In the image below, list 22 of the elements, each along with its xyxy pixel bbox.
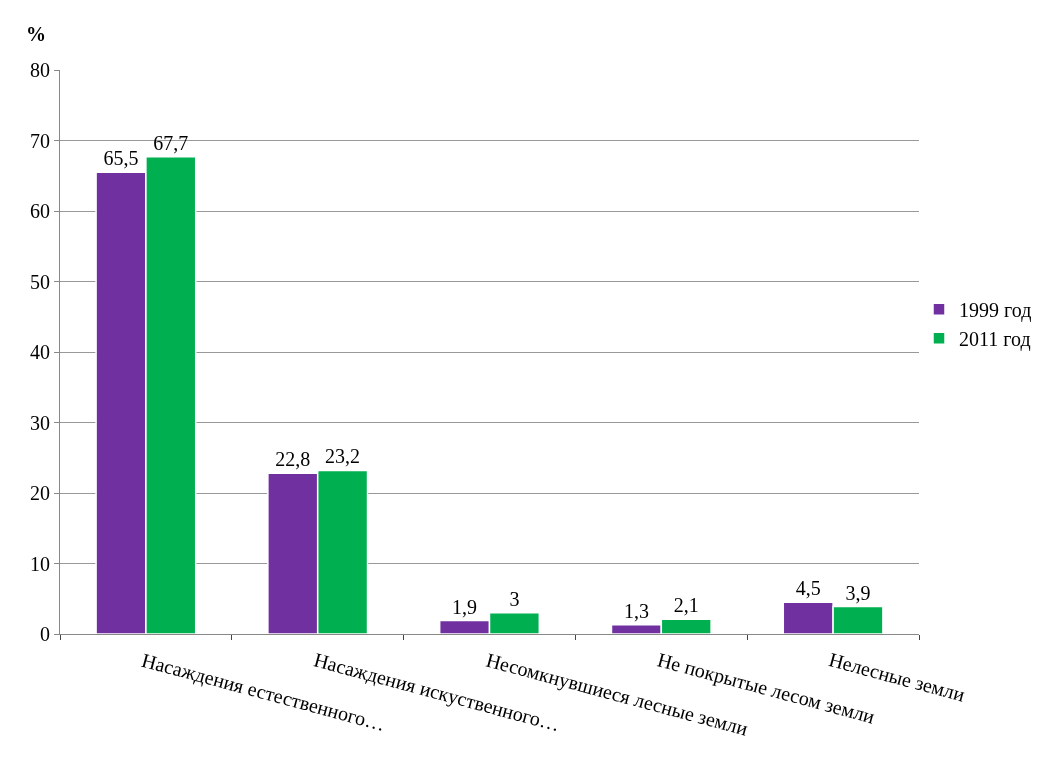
legend-label: 1999 год	[959, 299, 1032, 323]
data-label: 3,9	[845, 581, 871, 604]
y-tick-label: 80	[30, 59, 50, 81]
data-label: 67,7	[153, 131, 189, 154]
y-tick-label: 50	[30, 270, 50, 293]
data-label: 1,3	[623, 599, 649, 622]
data-label: 23,2	[325, 445, 361, 468]
data-label: 1,9	[452, 595, 478, 618]
data-label: 4,5	[795, 577, 821, 600]
data-label: 65,5	[103, 147, 139, 170]
data-label: 3	[509, 587, 520, 610]
data-label: 22,8	[275, 448, 311, 471]
legend-label: 2011 год	[959, 328, 1031, 352]
y-tick-label: 40	[30, 341, 50, 363]
y-tick-label: 70	[30, 129, 50, 152]
data-label: 2,1	[673, 594, 699, 617]
y-axis-title: %	[26, 23, 46, 45]
y-tick-label: 30	[30, 411, 50, 434]
y-tick-label: 10	[30, 552, 50, 575]
y-tick-label: 60	[30, 200, 50, 222]
y-tick-label: 20	[30, 482, 50, 504]
y-tick-label: 0	[40, 623, 50, 645]
